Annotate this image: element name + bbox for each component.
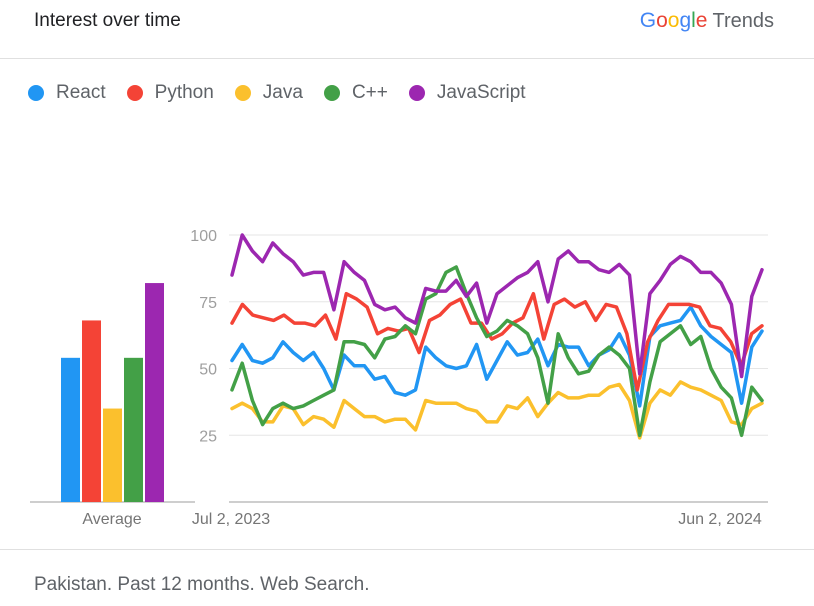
legend-label: Python <box>154 82 214 103</box>
series-line <box>230 291 764 392</box>
google-letter: o <box>656 9 668 32</box>
average-label: Average <box>82 511 141 528</box>
legend-label: JavaScript <box>436 82 526 103</box>
trends-wordmark: Trends <box>712 10 774 32</box>
google-letter: l <box>691 9 696 32</box>
chart-title: Interest over time <box>34 10 181 31</box>
legend-item[interactable]: React <box>28 82 106 104</box>
legend-dot-icon <box>28 85 44 101</box>
average-bar <box>61 357 80 502</box>
series-line <box>230 380 764 440</box>
legend: React Python Java C++ JavaScript <box>28 82 547 104</box>
y-tick-label: 50 <box>199 362 217 379</box>
average-bar <box>103 408 122 502</box>
y-tick-label: 25 <box>199 428 217 445</box>
legend-dot-icon <box>234 85 251 101</box>
average-bar <box>124 357 143 502</box>
line-chart: 25 50 75 100 Average Jul 2, 2023 Jun 2, 2024 <box>30 228 768 528</box>
legend-dot-icon <box>323 85 340 101</box>
legend-item[interactable]: Python <box>126 82 214 104</box>
legend-dot-icon <box>126 85 143 101</box>
google-letter: G <box>639 9 657 32</box>
legend-label: Java <box>262 82 303 103</box>
legend-item[interactable]: C++ <box>323 82 388 104</box>
google-letter: o <box>667 9 680 32</box>
series-line <box>230 305 764 408</box>
legend-item[interactable]: Java <box>234 82 303 104</box>
footer-divider <box>0 549 814 550</box>
average-bar <box>82 320 101 502</box>
x-end-label: Jun 2, 2024 <box>678 511 762 528</box>
series-line <box>230 233 764 379</box>
series-line <box>230 265 764 438</box>
average-bar <box>145 283 164 502</box>
y-tick-label: 75 <box>199 295 217 312</box>
google-trends-logo: Google Trends <box>640 9 774 33</box>
legend-label: C++ <box>351 82 388 103</box>
x-start-label: Jul 2, 2023 <box>192 511 270 528</box>
chart-header: Interest over time Google Trends <box>0 0 814 59</box>
google-letter: e <box>695 9 708 32</box>
google-letter: g <box>679 9 692 32</box>
legend-label: React <box>56 82 106 103</box>
footer-info: Pakistan. Past 12 months. Web Search. <box>34 574 370 595</box>
legend-item[interactable]: JavaScript <box>408 82 526 104</box>
legend-dot-icon <box>408 85 425 101</box>
y-tick-label: 100 <box>190 228 217 245</box>
google-wordmark: Google <box>640 9 708 32</box>
